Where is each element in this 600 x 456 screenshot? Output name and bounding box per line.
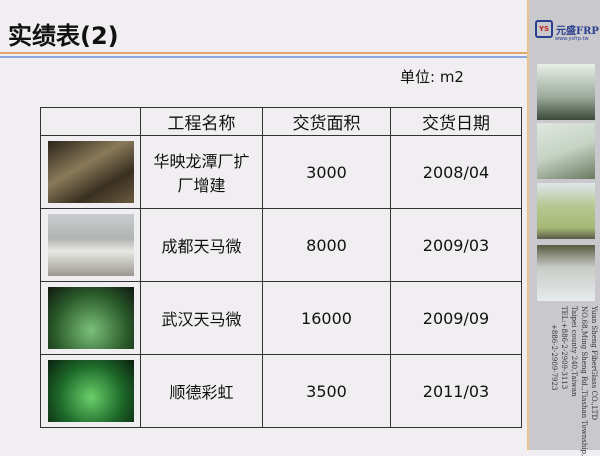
company-name: Yuan Sheng FiberGlass CO.,LTD [590, 306, 598, 421]
project-name: 武汉天马微 [140, 281, 263, 355]
blue-divider [0, 56, 527, 58]
project-area: 3000 [262, 135, 391, 209]
project-name: 华映龙潭厂扩厂增建 [140, 135, 263, 209]
project-table: 工程名称 交货面积 交货日期 华映龙潭厂扩厂增建 3000 2008/04 成都… [40, 107, 522, 428]
logo-url: www.ysfrp.tw [555, 36, 589, 42]
project-date: 2008/04 [390, 135, 522, 209]
project-photo [47, 287, 134, 349]
photo-floor [537, 245, 595, 301]
table-row: 武汉天马微 16000 2009/09 [40, 281, 522, 355]
project-area: 16000 [262, 281, 391, 355]
company-tel2: +886-2-2909-7923 [550, 324, 558, 391]
table-row: 成都天马微 8000 2009/03 [40, 208, 522, 282]
project-area: 8000 [262, 208, 391, 282]
company-tel: TEL:+886-2-2909-3113 [560, 306, 568, 390]
company-address: NO.68,Ming Sheng Rd.,Tiashan Township, [580, 306, 588, 456]
project-date: 2011/03 [390, 354, 522, 428]
header-image [40, 107, 141, 136]
photo-tank [537, 123, 595, 179]
logo-name: 元盛FRP [556, 25, 599, 37]
unit-label: 单位: m2 [400, 68, 464, 86]
company-logo: YS 元盛FRP www.ysfrp.tw [535, 20, 599, 42]
photo-tanks [537, 183, 595, 239]
side-panel: YS 元盛FRP www.ysfrp.tw Yuan Sheng FiberGl… [527, 0, 600, 456]
project-name: 成都天马微 [140, 208, 263, 282]
project-area: 3500 [262, 354, 391, 428]
logo-badge-icon: YS [535, 20, 553, 38]
company-city: Taipei county 240,Taiwan [570, 306, 578, 397]
project-name: 顺德彩虹 [140, 354, 263, 428]
project-date: 2009/09 [390, 281, 522, 355]
table-row: 华映龙潭厂扩厂增建 3000 2008/04 [40, 135, 522, 209]
company-info: Yuan Sheng FiberGlass CO.,LTD NO.68,Ming… [533, 306, 599, 456]
table-header: 工程名称 交货面积 交货日期 [40, 107, 522, 136]
project-date: 2009/03 [390, 208, 522, 282]
header-area: 交货面积 [262, 107, 391, 136]
photo-structure [537, 64, 595, 120]
orange-divider [0, 52, 527, 54]
project-photo [47, 141, 134, 203]
header-name: 工程名称 [140, 107, 263, 136]
project-photo [47, 360, 134, 422]
header-date: 交货日期 [390, 107, 522, 136]
slide-title: 实绩表(2) [8, 22, 119, 50]
table-row: 顺德彩虹 3500 2011/03 [40, 354, 522, 428]
project-photo [47, 214, 134, 276]
